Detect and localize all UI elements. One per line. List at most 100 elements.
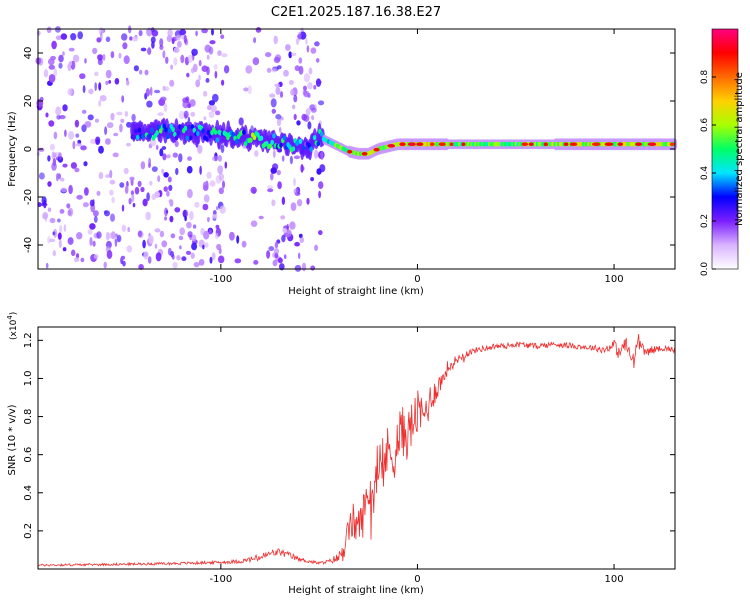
snr-x-ticks: -100 0 100 — [209, 327, 624, 585]
spectrogram-ridge-core — [252, 134, 257, 141]
spectrogram-noise-blob — [89, 199, 95, 207]
spectrogram-noise-blob — [166, 154, 171, 159]
spectrogram-noise-blob — [186, 221, 192, 229]
spectrogram-noise-blob — [214, 232, 219, 240]
spectrogram-noise-blob — [53, 131, 58, 140]
spectrogram-noise-blob — [173, 47, 180, 53]
spectrogram-noise-blob — [288, 51, 293, 59]
spectrogram-noise-blob — [148, 235, 154, 244]
spectrogram-noise-blob — [92, 240, 96, 247]
spectrogram-noise-blob — [293, 113, 297, 121]
spectrogram-noise-blob — [44, 214, 48, 223]
spectrogram-noise-blob — [112, 152, 119, 158]
spectrogram-noise-blob — [175, 167, 179, 176]
spectrogram-noise-blob — [97, 54, 104, 61]
spectrogram-noise-blob — [119, 182, 125, 188]
spectrogram-noise-blob — [62, 104, 68, 112]
spectrogram-noise-blob — [180, 54, 185, 64]
spectrogram-noise-blob — [318, 230, 323, 236]
spectrogram-noise-blob — [38, 147, 45, 152]
spectrogram-noise-blob — [163, 172, 169, 178]
colorbar-ticks: 0.0 0.2 0.4 0.6 0.8 — [700, 70, 716, 277]
spectrogram-ridge-peak — [617, 142, 624, 146]
spectrogram-noise-blob — [110, 213, 115, 222]
spectrogram-noise-blob — [221, 53, 228, 58]
spectrogram-noise-blob — [210, 105, 217, 113]
spectrogram-ridge-core — [196, 130, 200, 137]
spectrogram-noise-blob — [165, 56, 169, 64]
spectrogram-noise-blob — [296, 199, 303, 207]
spectrogram-noise-blob — [121, 255, 125, 260]
spectrogram-noise-blob — [212, 93, 219, 103]
spectrogram-noise-blob — [170, 64, 174, 70]
spectrogram-noise-blob — [174, 207, 181, 213]
spectrogram-noise-blob — [95, 136, 101, 144]
spectrogram-noise-blob — [292, 104, 296, 110]
spectrogram-noise-blob — [47, 236, 51, 244]
spectrogram-noise-blob — [94, 71, 99, 77]
spectrogram-noise-blob — [56, 173, 59, 182]
spectrogram-noise-blob — [208, 100, 215, 106]
colorbar-tick-label: 0.8 — [700, 70, 710, 85]
spectrogram-noise-blob — [98, 172, 104, 180]
spectrogram-noise-blob — [197, 144, 203, 154]
spectrogram-noise-blob — [166, 190, 170, 197]
spectrogram-noise-blob — [150, 36, 156, 44]
spectrogram-noise-blob — [159, 230, 165, 238]
colorbar-tick-label: 0.0 — [700, 262, 710, 277]
spectrogram-noise-blob — [178, 153, 183, 163]
spectrogram-ridge-core — [190, 124, 195, 130]
spectrogram-noise-blob — [320, 151, 324, 160]
spectrogram-noise-blob — [208, 46, 214, 55]
spectrogram-noise-blob — [58, 54, 64, 63]
spectrogram-noise-blob — [111, 196, 115, 204]
spectrogram-noise-blob — [94, 118, 100, 123]
snr-x-tick-label: -100 — [209, 574, 232, 585]
spectrogram-noise-blob — [122, 260, 126, 267]
spectrogram-ridge-core — [166, 133, 170, 140]
spectrogram-ridge-core — [148, 133, 152, 139]
spectrogram-noise-blob — [198, 74, 201, 81]
spectrogram-ridge-peak — [591, 142, 601, 146]
spectrogram-noise-blob — [62, 51, 65, 56]
spectrogram-noise-blob — [110, 112, 115, 121]
spectrogram-noise-blob — [185, 250, 192, 255]
spectrogram-noise-blob — [38, 172, 45, 180]
spectrogram-noise-blob — [316, 168, 322, 175]
spectrogram-noise-blob — [205, 78, 210, 83]
spectrogram-ridge-peak — [635, 142, 643, 146]
spectrogram-noise-blob — [255, 27, 262, 33]
spectrogram-noise-blob — [122, 42, 128, 50]
spectrogram-noise-blob — [154, 243, 158, 249]
spectrogram-noise-blob — [124, 185, 129, 194]
spectrogram-noise-blob — [169, 79, 175, 87]
spectrogram-noise-blob — [182, 100, 189, 109]
spectrogram-noise-blob — [126, 142, 131, 147]
spectrogram-noise-blob — [168, 184, 173, 191]
spectrogram-noise-blob — [132, 36, 139, 42]
spectrogram-noise-blob — [87, 228, 93, 235]
spectrogram-noise-blob — [131, 194, 135, 203]
spectrogram-noise-blob — [215, 206, 219, 211]
spectrogram-noise-blob — [314, 244, 319, 251]
spectrogram-ridge-peak — [461, 142, 466, 146]
spectrogram-noise-blob — [53, 68, 58, 77]
snr-panel: -100 0 100 0.2 0.4 0.6 0.8 1.0 1.2 (x104) Heigh… — [6, 312, 676, 596]
spectrogram-noise-blob — [134, 186, 140, 195]
spectrogram-noise-blob — [163, 186, 168, 192]
spectrogram-noise-blob — [203, 230, 210, 240]
spectrogram-noise-blob — [167, 176, 172, 183]
spectrogram-noise-blob — [208, 111, 215, 119]
spectrogram-noise-blob — [183, 34, 187, 44]
spectrogram-noise-blob — [140, 47, 147, 52]
spectrogram-noise-blob — [254, 150, 259, 157]
spectrogram-noise-blob — [105, 138, 111, 145]
spectrogram-x-label: Height of straight line (km) — [288, 286, 424, 297]
spectrogram-noise-blob — [278, 126, 282, 133]
spectrogram-noise-blob — [154, 191, 160, 199]
spectrogram-noise-blob — [84, 187, 89, 196]
spectrogram-noise-blob — [121, 204, 125, 212]
spectrogram-ridge-core — [176, 130, 181, 136]
spectrogram-noise-blob — [143, 251, 149, 260]
